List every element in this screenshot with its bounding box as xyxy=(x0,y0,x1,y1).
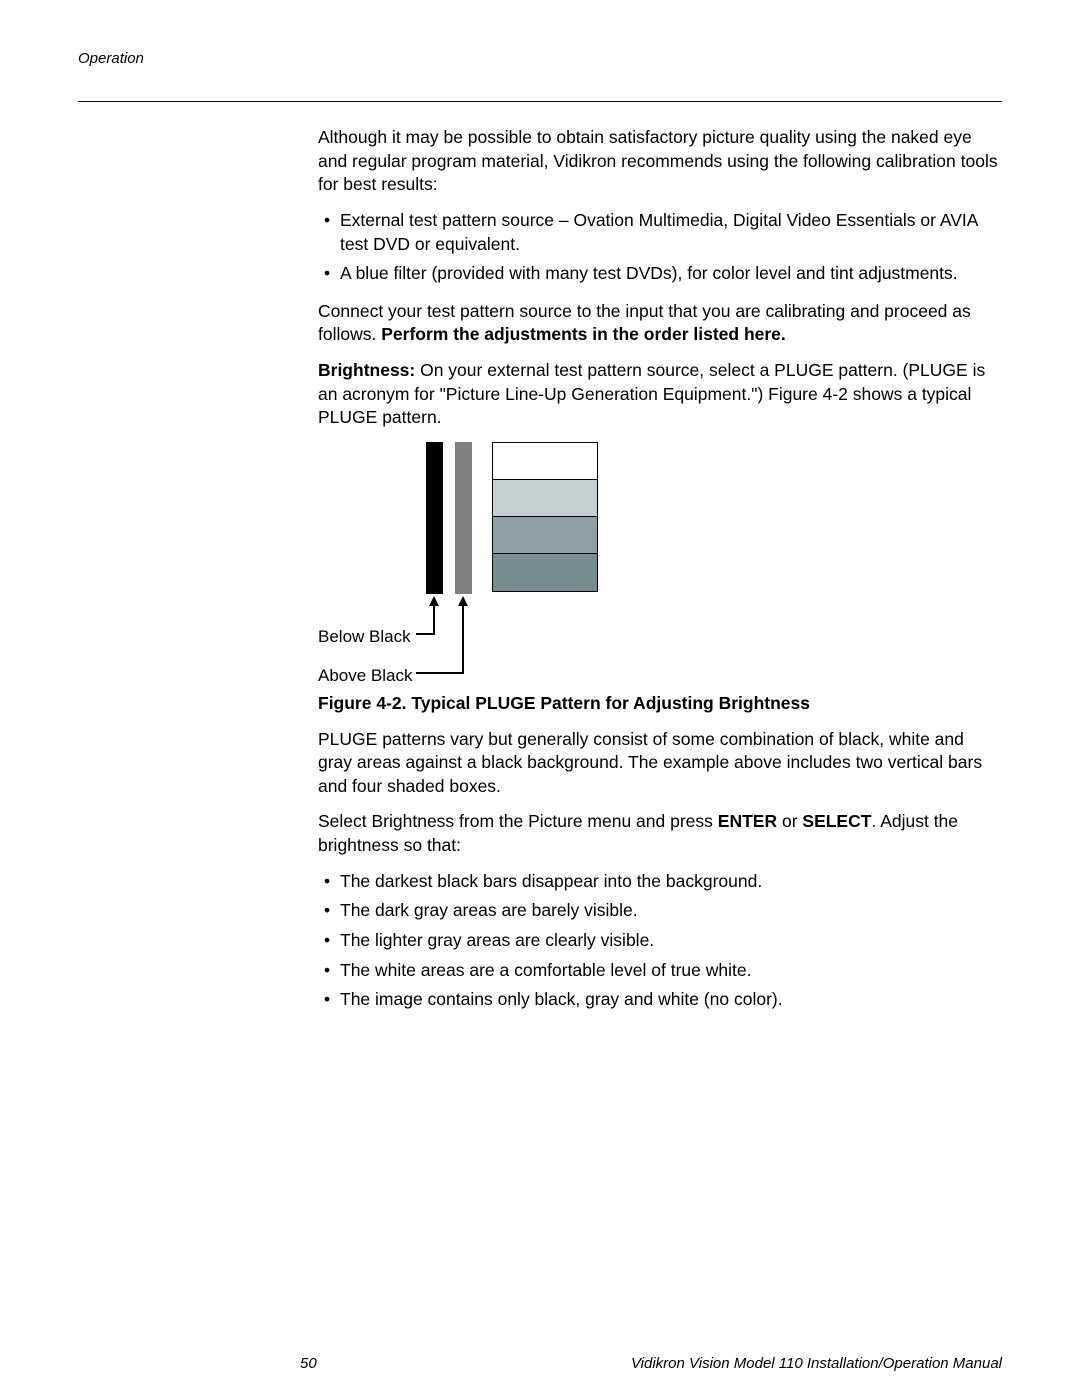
list-item: A blue filter (provided with many test D… xyxy=(340,262,1002,286)
adjust-paragraph: Select Brightness from the Picture menu … xyxy=(318,810,1002,857)
intro-paragraph: Although it may be possible to obtain sa… xyxy=(318,126,1002,197)
pluge-desc: PLUGE patterns vary but generally consis… xyxy=(318,728,1002,799)
box-light-gray xyxy=(493,480,597,517)
select-key: SELECT xyxy=(802,811,871,831)
pluge-diagram: Below Black Above Black xyxy=(318,442,638,692)
list-item: The dark gray areas are barely visible. xyxy=(340,899,1002,923)
pluge-bars-boxes xyxy=(426,442,598,594)
list-item: External test pattern source – Ovation M… xyxy=(340,209,1002,256)
header-rule xyxy=(78,101,1002,102)
brightness-text: On your external test pattern source, se… xyxy=(318,360,985,427)
order-instruction: Perform the adjustments in the order lis… xyxy=(381,324,786,344)
box-white xyxy=(493,443,597,480)
page: Operation Although it may be possible to… xyxy=(0,0,1080,1397)
content-column: Although it may be possible to obtain sa… xyxy=(318,126,1002,1012)
connect-paragraph: Connect your test pattern source to the … xyxy=(318,300,1002,347)
page-number: 50 xyxy=(300,1355,317,1372)
bar-above-black xyxy=(455,442,472,594)
gray-boxes xyxy=(492,442,598,592)
header-section: Operation xyxy=(78,50,1002,67)
list-item: The white areas are a comfortable level … xyxy=(340,959,1002,983)
adjust-list: The darkest black bars disappear into th… xyxy=(318,870,1002,1012)
label-below-black: Below Black xyxy=(318,626,411,649)
list-item: The image contains only black, gray and … xyxy=(340,988,1002,1012)
enter-key: ENTER xyxy=(718,811,777,831)
list-item: The lighter gray areas are clearly visib… xyxy=(340,929,1002,953)
brightness-label: Brightness: xyxy=(318,360,415,380)
tools-list: External test pattern source – Ovation M… xyxy=(318,209,1002,286)
box-dark-gray xyxy=(493,554,597,591)
or-text: or xyxy=(777,811,802,831)
list-item: The darkest black bars disappear into th… xyxy=(340,870,1002,894)
adjust-pre: Select Brightness from the Picture menu … xyxy=(318,811,718,831)
footer-title: Vidikron Vision Model 110 Installation/O… xyxy=(631,1355,1002,1372)
box-mid-gray xyxy=(493,517,597,554)
brightness-paragraph: Brightness: On your external test patter… xyxy=(318,359,1002,430)
label-above-black: Above Black xyxy=(318,665,413,688)
bar-below-black xyxy=(426,442,443,594)
figure-caption: Figure 4-2. Typical PLUGE Pattern for Ad… xyxy=(318,692,1002,716)
